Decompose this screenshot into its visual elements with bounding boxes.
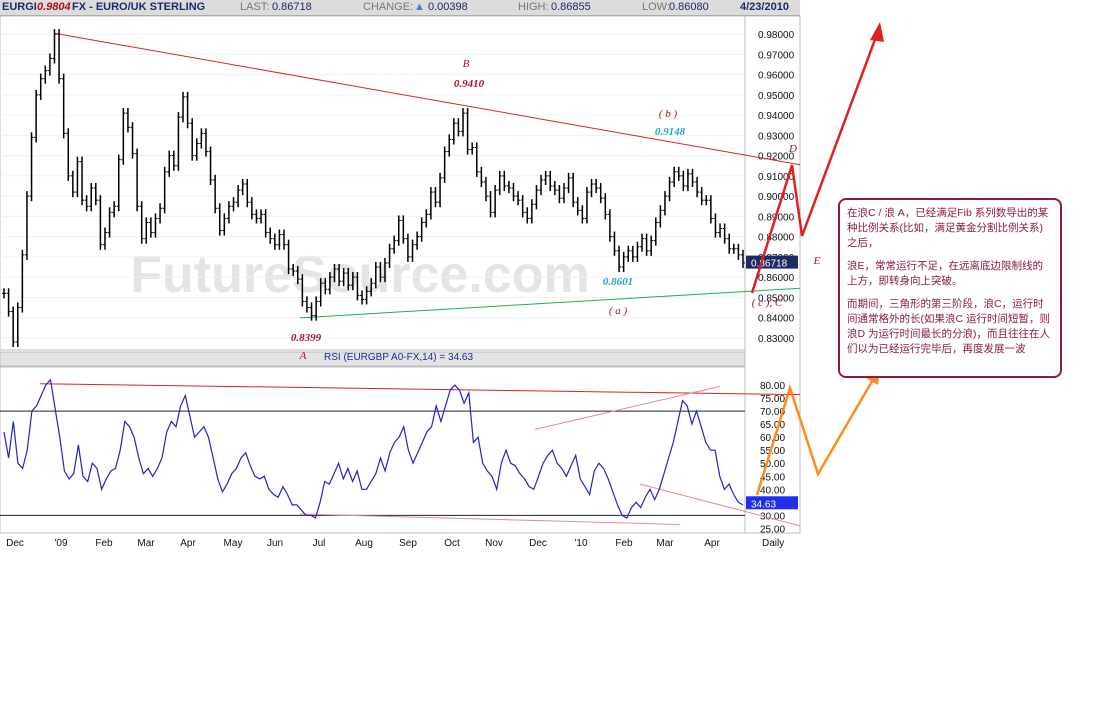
x-tick-label: Dec [529,538,547,549]
wave-label: ( c ), C [752,297,783,309]
wave-label: ( b ) [659,108,678,120]
rsi-tick-label: 80.00 [760,381,785,392]
wave-label: ( a ) [609,305,628,317]
rsi-last-tag [746,496,798,510]
annotation-paragraph-3: 而期间，三角形的第三阶段，浪C，运行时间通常格外的长(如果浪C 运行时间短暂，则… [847,298,1050,355]
rsi-triangle-lower-line [639,483,801,527]
rsi-line [3,378,744,519]
price-tick-label: 0.92000 [758,152,795,163]
rsi-tick-label: 45.00 [760,472,785,483]
price-tick-label: 0.91000 [758,172,795,183]
projection-red-arrowhead [870,22,884,42]
x-tick-label: Sep [399,538,417,549]
price-tick-label: 0.94000 [758,111,795,122]
change-label: CHANGE: [363,1,414,13]
x-tick-label: Nov [485,538,503,549]
rsi-tick-label: 70.00 [760,407,785,418]
wave-label: 0.8601 [603,276,633,288]
wave-label: D [788,143,797,155]
rsi-tick-label: 30.00 [760,511,785,522]
projection-red-path [750,25,882,294]
price-tick-label: 0.96000 [758,71,795,82]
price-tick-label: 0.95000 [758,91,795,102]
last-value: 0.86718 [272,1,312,13]
last-label: LAST: [240,1,270,13]
rsi-tick-label: 25.00 [760,524,785,535]
price-tick-label: 0.84000 [758,314,795,325]
rsi-tick-label: 75.00 [760,394,785,405]
price-tick-label: 0.88000 [758,233,795,244]
price-tick-label: 0.98000 [758,30,795,41]
price-tick-label: 0.90000 [758,192,795,203]
rsi-tick-label: 55.00 [760,446,785,457]
x-tick-label: Oct [444,538,460,549]
wave-label: A [299,350,307,362]
x-tick-label: Jul [313,538,326,549]
upper-trendline [54,32,801,166]
last-price-value: 0.86718 [751,259,788,270]
high-label: HIGH: [518,1,549,13]
price-tick-label: 0.85000 [758,293,795,304]
x-tick-label: Apr [180,538,196,549]
x-tick-label: Mar [656,538,674,549]
x-tick-label: Mar [137,538,155,549]
rsi-triangle-upper-line [534,385,721,430]
change-up-icon: ▲ [414,1,425,13]
price-panel [0,15,746,351]
wave-label: E [813,255,821,267]
projection-orange-path [755,370,880,496]
x-tick-label: Feb [95,538,113,549]
x-tick-label: Aug [355,538,373,549]
x-tick-label: '09 [54,538,67,549]
x-tick-label: '10 [574,538,587,549]
high-value: 0.86855 [551,1,591,13]
rsi-tick-label: 50.00 [760,459,785,470]
rsi-last-value: 34.63 [751,499,776,510]
rsi-tick-label: 60.00 [760,433,785,444]
change-value: 0.00398 [428,1,468,13]
watermark: FutureSource.com [130,246,589,304]
x-tick-label: Daily [762,538,784,549]
annotation-paragraph-2: 浪E，常常运行不足，在远离底边限制线的上方，即转身向上突破。 [847,260,1044,287]
instrument-name: FX - EURO/UK STERLING [72,1,206,13]
x-tick-label: Apr [704,538,720,549]
wave-label: 0.9148 [655,126,686,138]
price-tick-label: 0.97000 [758,50,795,61]
low-label: LOW: [642,1,670,13]
rsi-tick-label: 65.00 [760,420,785,431]
low-value: 0.86080 [669,1,709,13]
price-tick-label: 0.93000 [758,131,795,142]
rsi-lower-trendline [299,513,681,525]
rsi-tick-label: 40.00 [760,485,785,496]
rsi-title: RSI (EURGBP A0-FX,14) = 34.63 [324,352,474,363]
wave-label: 0.8399 [291,332,322,344]
rsi-upper-trendline [39,383,801,396]
rsi-panel [0,366,746,534]
x-tick-label: May [224,538,243,549]
wave-label: 0.9410 [454,78,485,90]
annotation-paragraph-1: 在浪C / 浪 A，已经满足Fib 系列数导出的某种比例关系(比如，满足黄金分割… [847,207,1049,249]
chart-header: EURGI 0.9804 FX - EURO/UK STERLING LAST:… [0,0,800,16]
price-tick-label: 0.83000 [758,334,795,345]
x-tick-label: Jun [267,538,283,549]
last-price-tag [746,255,798,269]
lower-trendline [299,287,801,319]
symbol: EURGI [2,1,37,13]
x-tick-label: Dec [6,538,24,549]
wave-label: B [463,58,470,70]
x-tick-label: Feb [615,538,633,549]
date: 4/23/2010 [740,1,789,13]
high-price-overlay: 0.9804 [37,1,71,13]
annotation-box: 在浪C / 浪 A，已经满足Fib 系列数导出的某种比例关系(比如，满足黄金分割… [838,198,1062,378]
price-tick-label: 0.86000 [758,273,795,284]
